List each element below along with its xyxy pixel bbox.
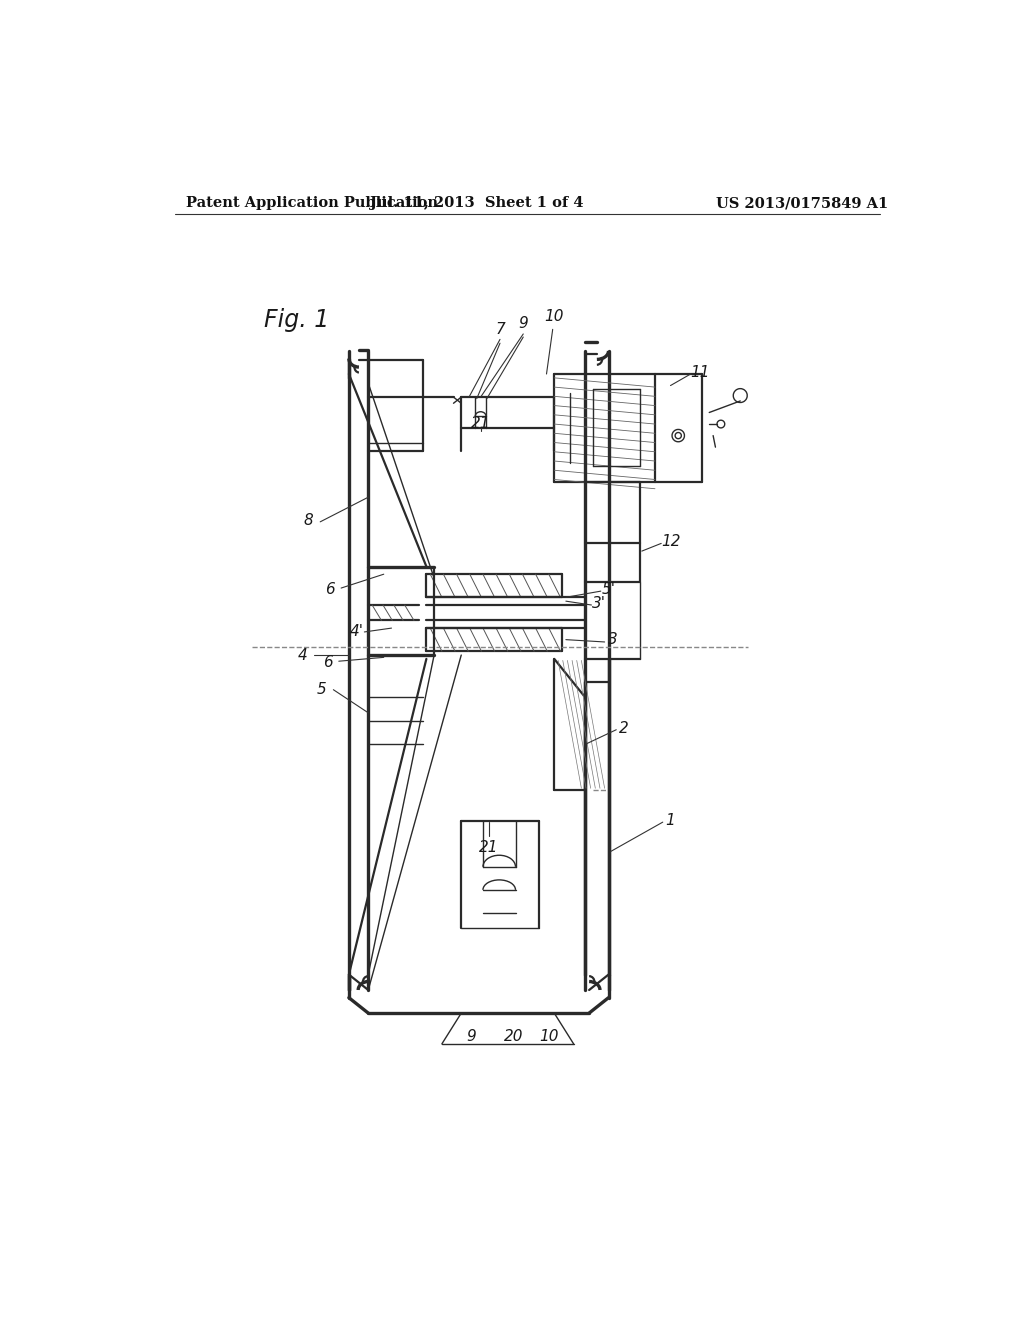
Text: 20: 20 — [504, 1028, 523, 1044]
Text: 21: 21 — [471, 416, 490, 430]
Text: 4: 4 — [298, 648, 307, 663]
Text: Patent Application Publication: Patent Application Publication — [186, 197, 438, 210]
Text: 5': 5' — [601, 582, 615, 597]
Text: 3: 3 — [607, 632, 617, 647]
Text: 1: 1 — [666, 813, 676, 828]
Text: 11: 11 — [690, 364, 710, 380]
Text: 9: 9 — [518, 317, 528, 331]
Text: 21: 21 — [479, 840, 499, 855]
Text: 5: 5 — [316, 682, 327, 697]
Text: 2: 2 — [620, 721, 629, 735]
Text: 7: 7 — [496, 322, 505, 337]
Text: 8: 8 — [304, 512, 313, 528]
Text: 6: 6 — [324, 655, 333, 671]
Text: 4': 4' — [349, 624, 364, 639]
Text: 10: 10 — [539, 1028, 558, 1044]
Text: US 2013/0175849 A1: US 2013/0175849 A1 — [716, 197, 889, 210]
Text: 9: 9 — [467, 1028, 476, 1044]
Text: Fig. 1: Fig. 1 — [264, 308, 330, 333]
Text: 3': 3' — [592, 595, 606, 611]
Text: Jul. 11, 2013  Sheet 1 of 4: Jul. 11, 2013 Sheet 1 of 4 — [370, 197, 584, 210]
Text: 12: 12 — [660, 535, 680, 549]
Text: 6: 6 — [325, 582, 335, 597]
Text: 10: 10 — [545, 309, 564, 323]
